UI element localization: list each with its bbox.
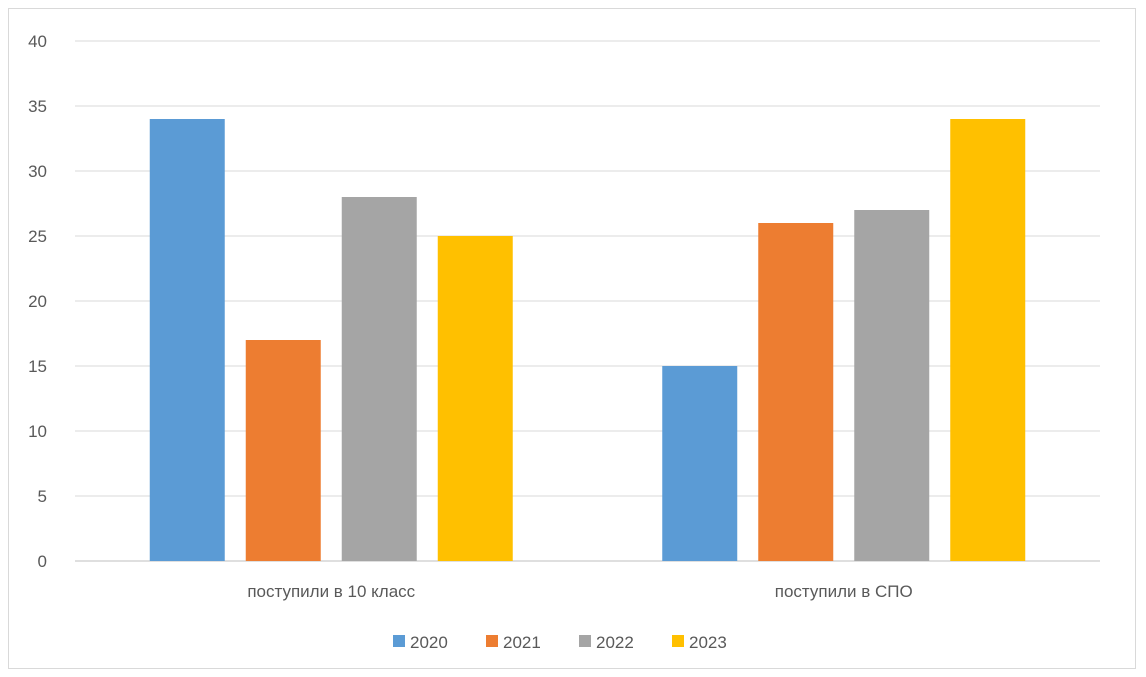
bar-2021 — [758, 223, 834, 561]
y-tick-label: 35 — [28, 97, 47, 116]
x-axis-category-labels: поступили в 10 класс поступили в СПО — [247, 582, 912, 601]
x-category-label: поступили в СПО — [775, 582, 913, 601]
bar-2021 — [245, 340, 321, 561]
y-tick-label: 0 — [38, 552, 47, 571]
legend-swatch — [486, 635, 498, 647]
bar-2020 — [662, 366, 738, 561]
legend-label: 2020 — [410, 633, 448, 652]
legend-swatch — [672, 635, 684, 647]
gridlines — [75, 40, 1100, 562]
y-tick-label: 30 — [28, 162, 47, 181]
bar-2022 — [854, 210, 930, 561]
bar-2023 — [437, 236, 513, 561]
bar-2022 — [341, 197, 417, 561]
x-category-label: поступили в 10 класс — [247, 582, 415, 601]
y-tick-label: 10 — [28, 422, 47, 441]
y-tick-label: 15 — [28, 357, 47, 376]
legend-label: 2021 — [503, 633, 541, 652]
legend: 2020 2021 2022 2023 — [393, 633, 727, 652]
bar-2023 — [950, 119, 1026, 561]
legend-label: 2022 — [596, 633, 634, 652]
bars — [149, 119, 1026, 561]
y-tick-label: 40 — [28, 32, 47, 51]
y-tick-label: 5 — [38, 487, 47, 506]
y-tick-label: 25 — [28, 227, 47, 246]
legend-swatch — [393, 635, 405, 647]
y-tick-label: 20 — [28, 292, 47, 311]
legend-swatch — [579, 635, 591, 647]
bar-2020 — [149, 119, 225, 561]
legend-label: 2023 — [689, 633, 727, 652]
y-axis-tick-labels: 0 5 10 15 20 25 30 35 40 — [28, 32, 47, 571]
